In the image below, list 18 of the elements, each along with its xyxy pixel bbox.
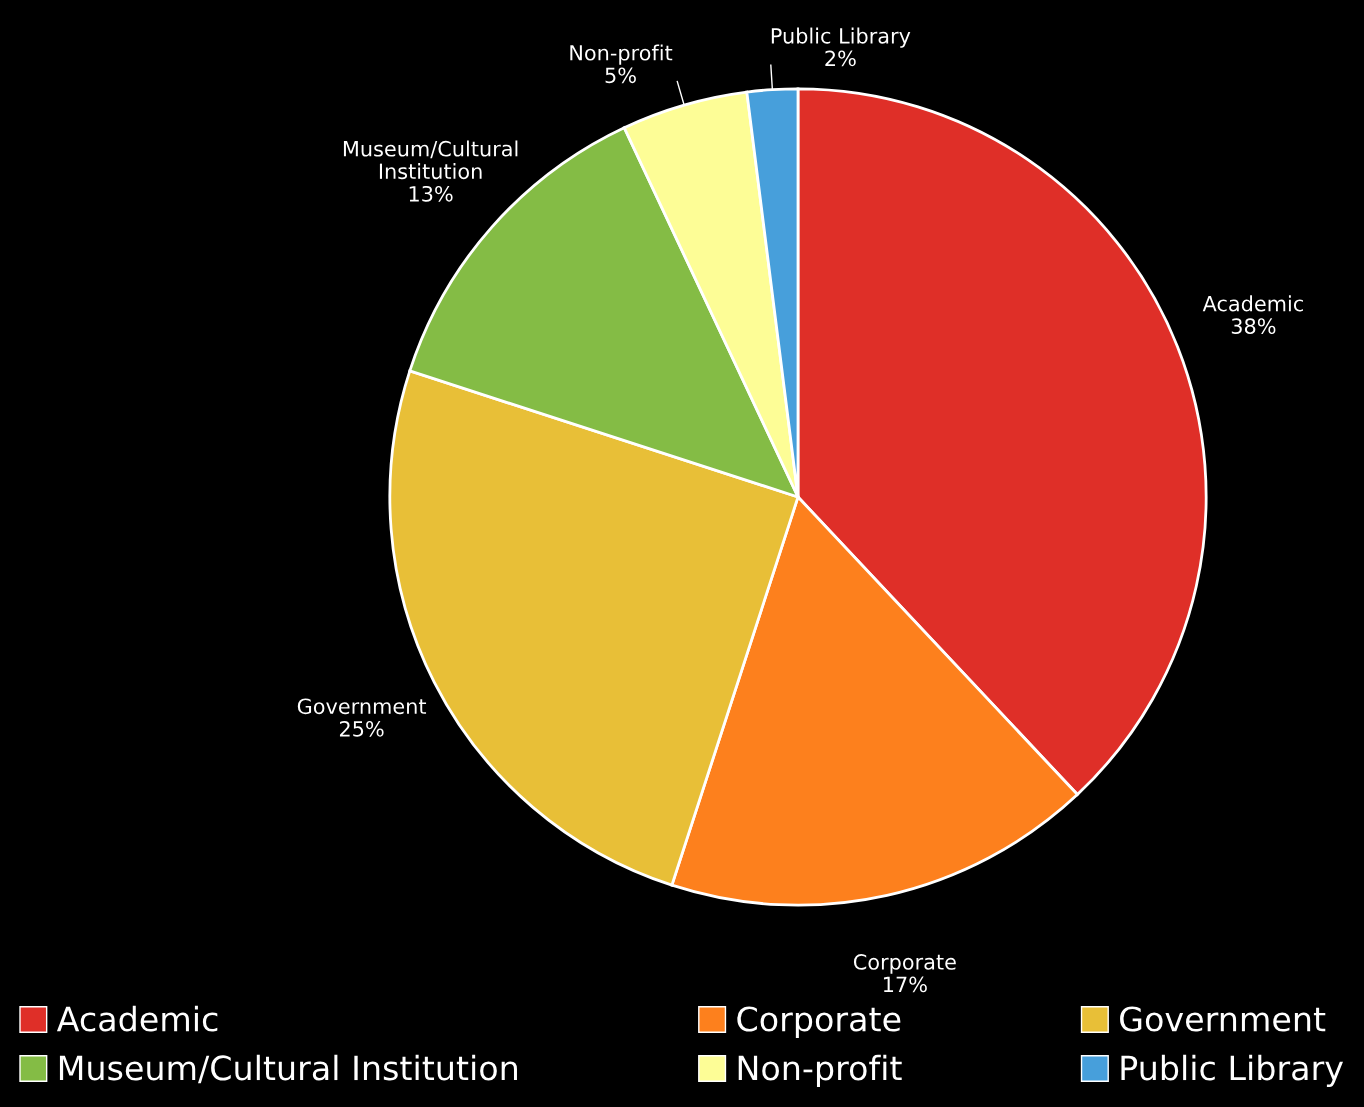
slice-label: Corporate xyxy=(853,954,956,974)
data-label: 25% xyxy=(339,720,384,737)
data-label: 13% xyxy=(409,185,453,202)
slice-label: Museum/Cultural Institution xyxy=(343,140,518,180)
data-label: 17% xyxy=(883,976,927,993)
slice-label: Academic xyxy=(1202,295,1303,312)
legend-label: Corporate xyxy=(737,1006,901,1039)
data-label: 2% xyxy=(825,50,856,67)
data-label: 5% xyxy=(605,67,636,84)
legend-label: Academic xyxy=(56,1005,218,1032)
legend-label: Government xyxy=(1120,1006,1326,1032)
legend-label: Public Library xyxy=(1121,1054,1344,1087)
slice-label: Non-profit xyxy=(570,44,673,65)
legend-label: Museum/Cultural Institution xyxy=(59,1054,517,1084)
legend-label: Non-profit xyxy=(738,1054,902,1087)
slice-label: Government xyxy=(297,698,427,715)
slice-label: Public Library xyxy=(771,27,911,48)
data-label: 38% xyxy=(1231,318,1276,335)
